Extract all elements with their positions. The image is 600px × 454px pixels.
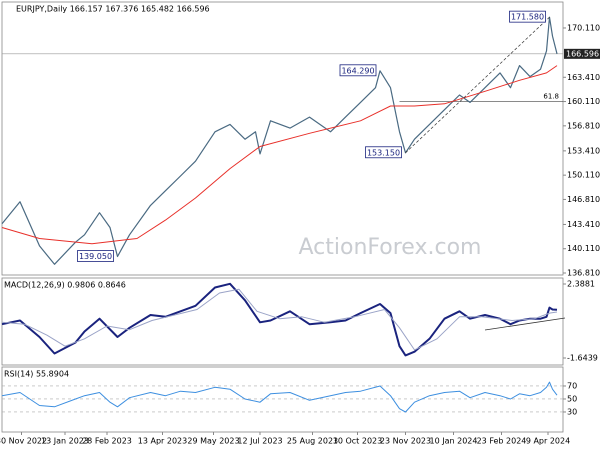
x-tick-label: 13 Apr 2023 — [138, 437, 187, 446]
panel-title: RSI(14) 55.8904 — [4, 370, 69, 379]
last-price-box — [564, 48, 600, 59]
y-tick-label: 143.410 — [567, 220, 600, 229]
x-tick-label: 30 Nov 2022 — [0, 437, 47, 446]
y-tick-label: 146.810 — [567, 195, 600, 204]
x-tick-label: 12 Jul 2023 — [237, 437, 282, 446]
fib-trend — [405, 16, 550, 154]
annotation-label: 171.580 — [511, 13, 544, 22]
y-tick-label: 170.110 — [567, 23, 600, 32]
series-line — [1, 65, 558, 245]
annotation-box — [509, 10, 546, 23]
y-tick-label: 30 — [567, 407, 577, 416]
panel-frame — [1, 277, 564, 366]
y-tick-label: 153.410 — [567, 146, 600, 155]
watermark: ActionForex.com — [299, 235, 482, 260]
y-tick-label: 2.3881 — [567, 280, 595, 289]
y-tick-label: 70 — [567, 381, 577, 390]
series-line — [1, 16, 558, 265]
x-tick-label: 28 Feb 2023 — [82, 437, 132, 446]
x-tick-label: 9 Apr 2024 — [526, 437, 570, 446]
macd-trendline — [484, 317, 566, 331]
last-price-label: 166.596 — [566, 49, 599, 58]
panel-title: MACD(12,26,9) 0.9806 0.8646 — [4, 281, 126, 290]
series-line — [1, 381, 558, 413]
series-line — [1, 282, 558, 357]
fib-label: 61.8 — [543, 93, 559, 101]
y-tick-label: 163.410 — [567, 73, 600, 82]
annotation-box — [77, 250, 114, 262]
y-tick-label: 140.110 — [567, 244, 600, 253]
x-tick-label: 25 Aug 2023 — [287, 437, 338, 446]
x-tick-label: 13 Jan 2023 — [41, 437, 89, 446]
panel-title: EURJPY,Daily 166.157 167.376 165.482 166… — [16, 5, 210, 14]
series-line — [1, 288, 558, 351]
y-tick-label: -1.6439 — [567, 354, 598, 363]
annotation-label: 139.050 — [79, 252, 112, 261]
y-tick-label: 156.810 — [567, 121, 600, 130]
x-tick-label: 29 May 2023 — [187, 437, 239, 446]
x-tick-label: 10 Jan 2024 — [430, 437, 478, 446]
annotation-box — [365, 146, 402, 159]
y-tick-label: 160.110 — [567, 97, 600, 106]
y-tick-label: 136.810 — [567, 269, 600, 278]
annotation-label: 164.290 — [341, 66, 374, 75]
x-tick-label: 23 Nov 2023 — [380, 437, 431, 446]
panel-frame — [1, 1, 564, 276]
panel-frame — [1, 366, 564, 433]
y-tick-label: 50 — [567, 394, 577, 403]
x-tick-label: 10 Oct 2023 — [333, 437, 382, 446]
x-tick-label: 23 Feb 2024 — [477, 437, 527, 446]
annotation-box — [339, 64, 377, 77]
y-tick-label: 150.110 — [567, 171, 600, 180]
annotation-label: 153.150 — [367, 148, 400, 157]
